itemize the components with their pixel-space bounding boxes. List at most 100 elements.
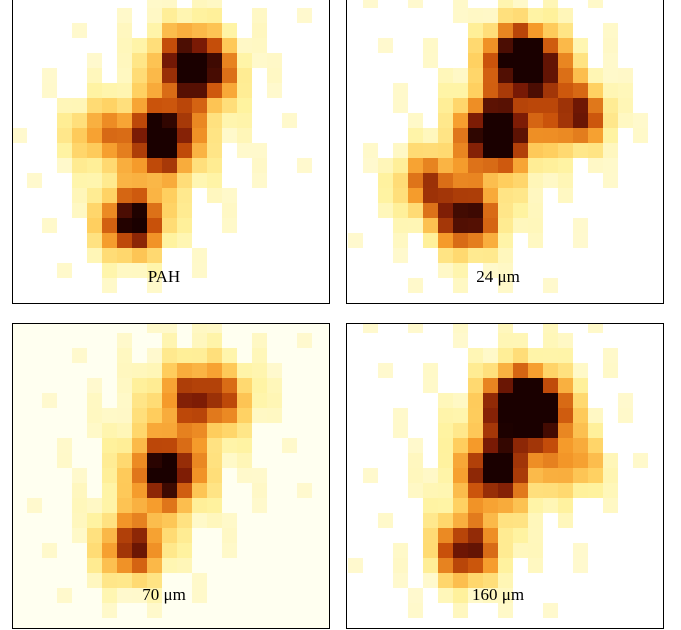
pixel: [468, 498, 483, 513]
pixel: [87, 378, 102, 393]
pixel: [468, 248, 483, 263]
pixel: [57, 263, 72, 278]
pixel: [147, 588, 162, 603]
pixel: [453, 113, 468, 128]
pixel: [408, 603, 423, 618]
pixel: [528, 53, 543, 68]
panel: 160 μm: [346, 323, 664, 629]
pixel: [468, 203, 483, 218]
pixel: [87, 173, 102, 188]
pixel: [543, 53, 558, 68]
pixel: [588, 453, 603, 468]
pixel: [408, 158, 423, 173]
pixel: [267, 393, 282, 408]
pixel: [57, 128, 72, 143]
panel-label: 70 μm: [142, 585, 186, 604]
pixel: [528, 233, 543, 248]
pixel: [513, 23, 528, 38]
pixel: [237, 38, 252, 53]
pixel: [573, 113, 588, 128]
pixel: [453, 408, 468, 423]
pixel: [498, 603, 513, 618]
pixel: [207, 423, 222, 438]
pixel: [513, 513, 528, 528]
panel-frame: [12, 0, 330, 304]
pixel: [393, 203, 408, 218]
pixel: [132, 143, 147, 158]
pixel: [528, 203, 543, 218]
pixel: [42, 393, 57, 408]
pixel: [423, 558, 438, 573]
pixel: [192, 98, 207, 113]
pixel: [438, 408, 453, 423]
pixel: [147, 423, 162, 438]
pixel: [237, 53, 252, 68]
pixel: [102, 453, 117, 468]
pixel: [513, 333, 528, 348]
pixel: [423, 528, 438, 543]
pixel: [177, 348, 192, 363]
pixel: [117, 218, 132, 233]
pixel: [147, 408, 162, 423]
pixel: [498, 233, 513, 248]
pixel: [468, 53, 483, 68]
pixel: [192, 128, 207, 143]
pixel: [207, 378, 222, 393]
pixel: [483, 438, 498, 453]
pixel: [528, 68, 543, 83]
pixel: [483, 423, 498, 438]
pixel: [558, 98, 573, 113]
pixel: [147, 438, 162, 453]
pixel: [543, 468, 558, 483]
pixel: [438, 248, 453, 263]
pixel: [498, 98, 513, 113]
pixel: [147, 38, 162, 53]
pixel: [528, 498, 543, 513]
pixel: [252, 8, 267, 23]
pixel: [528, 128, 543, 143]
pixel: [423, 543, 438, 558]
pixel: [483, 203, 498, 218]
pixel: [222, 218, 237, 233]
pixel: [543, 378, 558, 393]
pixel: [147, 218, 162, 233]
pixel: [513, 363, 528, 378]
pixel: [408, 468, 423, 483]
pixel: [498, 8, 513, 23]
pixel: [222, 83, 237, 98]
pixel: [117, 68, 132, 83]
pixel: [117, 378, 132, 393]
pixel: [633, 453, 648, 468]
pixel: [252, 23, 267, 38]
pixel: [558, 378, 573, 393]
pixel: [162, 158, 177, 173]
pixel: [207, 438, 222, 453]
pixel: [162, 393, 177, 408]
pixel: [483, 98, 498, 113]
pixel: [207, 98, 222, 113]
pixel: [132, 423, 147, 438]
pixel: [513, 528, 528, 543]
pixel: [132, 363, 147, 378]
pixel: [177, 438, 192, 453]
pixel: [453, 513, 468, 528]
pixel: [453, 188, 468, 203]
pixel: [543, 363, 558, 378]
pixel: [408, 0, 423, 8]
pixel: [147, 278, 162, 293]
pixel: [132, 498, 147, 513]
pixel: [528, 158, 543, 173]
pixel: [498, 203, 513, 218]
pixel: [438, 468, 453, 483]
pixel: [57, 438, 72, 453]
pixel: [147, 53, 162, 68]
pixel: [252, 378, 267, 393]
pixel: [207, 408, 222, 423]
pixel: [513, 438, 528, 453]
pixel: [237, 113, 252, 128]
pixel: [87, 233, 102, 248]
pixel: [222, 68, 237, 83]
pixel: [408, 113, 423, 128]
pixel: [117, 423, 132, 438]
pixel: [468, 128, 483, 143]
